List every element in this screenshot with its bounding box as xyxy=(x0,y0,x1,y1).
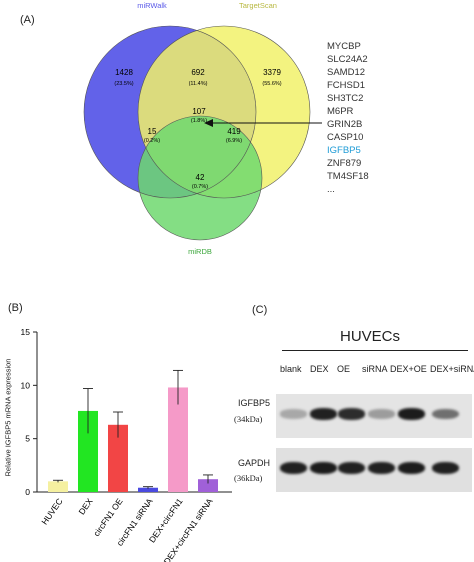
blot-band xyxy=(310,408,337,420)
svg-text:(23.5%): (23.5%) xyxy=(114,81,133,87)
protein-label-gapdh: GAPDH xyxy=(238,458,271,468)
svg-text:3379: 3379 xyxy=(263,68,281,77)
svg-text:(1.8%): (1.8%) xyxy=(191,118,207,124)
x-tick-label: circFN1 OE xyxy=(91,496,125,538)
gene-item: MYCBP xyxy=(327,41,361,52)
bar xyxy=(48,481,68,492)
gene-item: FCHSD1 xyxy=(327,80,366,91)
svg-text:692: 692 xyxy=(191,68,205,77)
svg-text:(0.7%): (0.7%) xyxy=(192,184,208,190)
svg-text:(55.6%): (55.6%) xyxy=(262,81,281,87)
region-all-three: 107 (1.8%) xyxy=(191,107,207,124)
bar xyxy=(78,410,98,492)
panel-b-label: (B) xyxy=(8,302,23,314)
svg-text:107: 107 xyxy=(192,107,206,116)
blot-band xyxy=(398,408,425,420)
blot-band xyxy=(368,462,395,474)
blot-title-underline xyxy=(282,350,468,351)
region-mirdb-only: 42 (0.7%) xyxy=(192,173,208,190)
blot-band xyxy=(432,462,459,474)
blot-title: HUVECs xyxy=(340,328,401,345)
protein-size-gapdh: (36kDa) xyxy=(234,473,263,483)
x-tick-label: DEX xyxy=(76,496,94,516)
blot-row-gapdh xyxy=(276,448,472,492)
gene-item: ... xyxy=(327,184,335,195)
svg-text:(6.9%): (6.9%) xyxy=(226,138,242,144)
y-tick-label: 10 xyxy=(21,380,31,390)
region-mirwalk-mirdb: 15 (0.2%) xyxy=(144,127,160,144)
gene-item: ZNF879 xyxy=(327,158,362,169)
y-tick-label: 5 xyxy=(25,434,30,444)
region-targetscan-only: 3379 (55.6%) xyxy=(262,68,281,87)
blot-band xyxy=(310,462,337,474)
svg-text:15: 15 xyxy=(148,127,157,136)
lane-label: OE xyxy=(337,364,351,374)
gene-item: M6PR xyxy=(327,106,354,117)
lane-label: DEX+OE xyxy=(390,364,427,374)
blot-row-igfbp5 xyxy=(276,394,472,438)
bar xyxy=(138,487,158,492)
svg-text:(11.4%): (11.4%) xyxy=(189,81,208,87)
y-tick-label: 15 xyxy=(21,327,31,337)
gene-item: IGFBP5 xyxy=(327,145,361,156)
lane-label: siRNA xyxy=(362,364,388,374)
lane-label: DEX xyxy=(310,364,329,374)
region-mirwalk-only: 1428 (23.5%) xyxy=(114,68,133,87)
bar xyxy=(198,479,218,492)
y-tick-label: 0 xyxy=(25,487,30,497)
x-tick-label: HUVEC xyxy=(39,496,64,526)
gene-item: TM4SF18 xyxy=(327,171,369,182)
gene-list: MYCBP SLC24A2 SAMD12 FCHSD1 SH3TC2 M6PR GRIN2B… xyxy=(327,40,369,196)
set-label-mirdb: miRDB xyxy=(188,247,212,256)
gene-item: CASP10 xyxy=(327,132,364,143)
region-mirwalk-targetscan: 692 (11.4%) xyxy=(189,68,208,87)
blot-band xyxy=(280,462,307,474)
svg-text:419: 419 xyxy=(227,127,241,136)
gene-item: SAMD12 xyxy=(327,67,366,78)
protein-label-igfbp5: IGFBP5 xyxy=(238,398,271,408)
protein-size-igfbp5: (34kDa) xyxy=(234,414,263,424)
blot-band xyxy=(368,409,395,419)
venn-diagram: miRWalk TargetScan miRDB 1428 (23.5%) 69… xyxy=(83,1,322,256)
venn-circle-mirdb xyxy=(138,116,262,240)
set-label-mirwalk: miRWalk xyxy=(137,1,167,10)
panel-c-label: (C) xyxy=(252,304,268,316)
svg-text:1428: 1428 xyxy=(115,68,133,77)
lane-label: DEX+siRNA xyxy=(430,364,474,374)
blot-band xyxy=(280,409,307,419)
gene-item: SLC24A2 xyxy=(327,54,368,65)
bar xyxy=(168,387,188,492)
set-label-targetscan: TargetScan xyxy=(239,1,277,10)
blot-band xyxy=(338,408,365,420)
gene-item: SH3TC2 xyxy=(327,93,364,104)
arrow-head-icon xyxy=(204,119,213,127)
panel-a-label: (A) xyxy=(20,14,35,26)
bar xyxy=(108,424,128,492)
svg-text:(0.2%): (0.2%) xyxy=(144,138,160,144)
region-targetscan-mirdb: 419 (6.9%) xyxy=(226,127,242,144)
blot-band xyxy=(432,408,459,420)
svg-text:42: 42 xyxy=(196,173,205,182)
lane-label: blank xyxy=(280,364,302,374)
blot-band xyxy=(338,462,365,474)
blot-band xyxy=(398,462,425,474)
gene-item: GRIN2B xyxy=(327,119,363,130)
